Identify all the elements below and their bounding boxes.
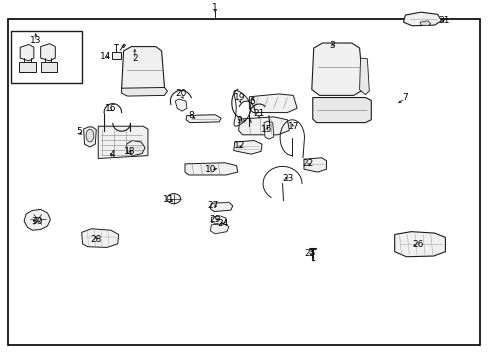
Text: 27: 27 [207,201,218,210]
Text: 6: 6 [248,96,254,105]
Circle shape [35,217,41,222]
Polygon shape [83,127,96,147]
Text: 14: 14 [100,52,111,61]
Polygon shape [126,140,145,156]
Polygon shape [249,94,297,113]
Polygon shape [419,21,430,26]
Polygon shape [304,158,326,172]
Polygon shape [20,44,34,61]
Text: 25: 25 [304,249,315,258]
Text: 2: 2 [132,54,137,63]
Polygon shape [122,46,164,93]
Text: 26: 26 [411,240,423,249]
Polygon shape [112,52,121,59]
Text: 17: 17 [287,122,298,131]
Text: 5: 5 [76,127,81,136]
Text: 12: 12 [233,141,245,150]
Text: 31: 31 [438,16,449,25]
Polygon shape [233,140,262,154]
Text: 24: 24 [217,219,228,228]
Text: 1: 1 [212,3,218,12]
Text: 3: 3 [329,41,334,50]
Polygon shape [359,58,368,95]
Polygon shape [122,44,125,48]
Polygon shape [185,115,221,123]
Polygon shape [264,121,273,139]
Text: 23: 23 [282,174,293,183]
Text: 28: 28 [90,235,101,244]
Polygon shape [394,231,445,257]
Text: 20: 20 [175,89,186,98]
Text: 4: 4 [110,150,116,159]
Text: 21: 21 [253,109,264,118]
Text: 8: 8 [187,111,193,120]
Polygon shape [81,229,119,247]
Text: 13: 13 [30,36,41,45]
Text: 16: 16 [104,104,116,113]
Polygon shape [403,12,441,26]
Text: 18: 18 [124,147,135,156]
Text: 7: 7 [402,93,407,102]
Text: 22: 22 [302,159,313,168]
Text: 15: 15 [260,125,272,134]
Polygon shape [210,202,232,212]
Polygon shape [41,44,55,61]
Polygon shape [175,99,186,111]
Polygon shape [211,216,225,225]
Text: 9: 9 [236,116,242,125]
Text: 10: 10 [204,165,216,174]
Polygon shape [24,210,50,230]
Text: 30: 30 [31,217,43,226]
Polygon shape [210,224,228,234]
Polygon shape [98,126,148,158]
Bar [11,31,82,83]
Polygon shape [184,163,237,175]
Circle shape [166,194,180,204]
Polygon shape [19,62,36,72]
Text: 19: 19 [233,93,245,102]
Polygon shape [122,87,167,96]
Text: 29: 29 [209,215,221,224]
Polygon shape [41,62,57,72]
Ellipse shape [86,129,94,142]
Polygon shape [312,98,370,123]
Polygon shape [238,117,289,135]
Polygon shape [311,43,363,95]
Text: 11: 11 [163,195,174,204]
